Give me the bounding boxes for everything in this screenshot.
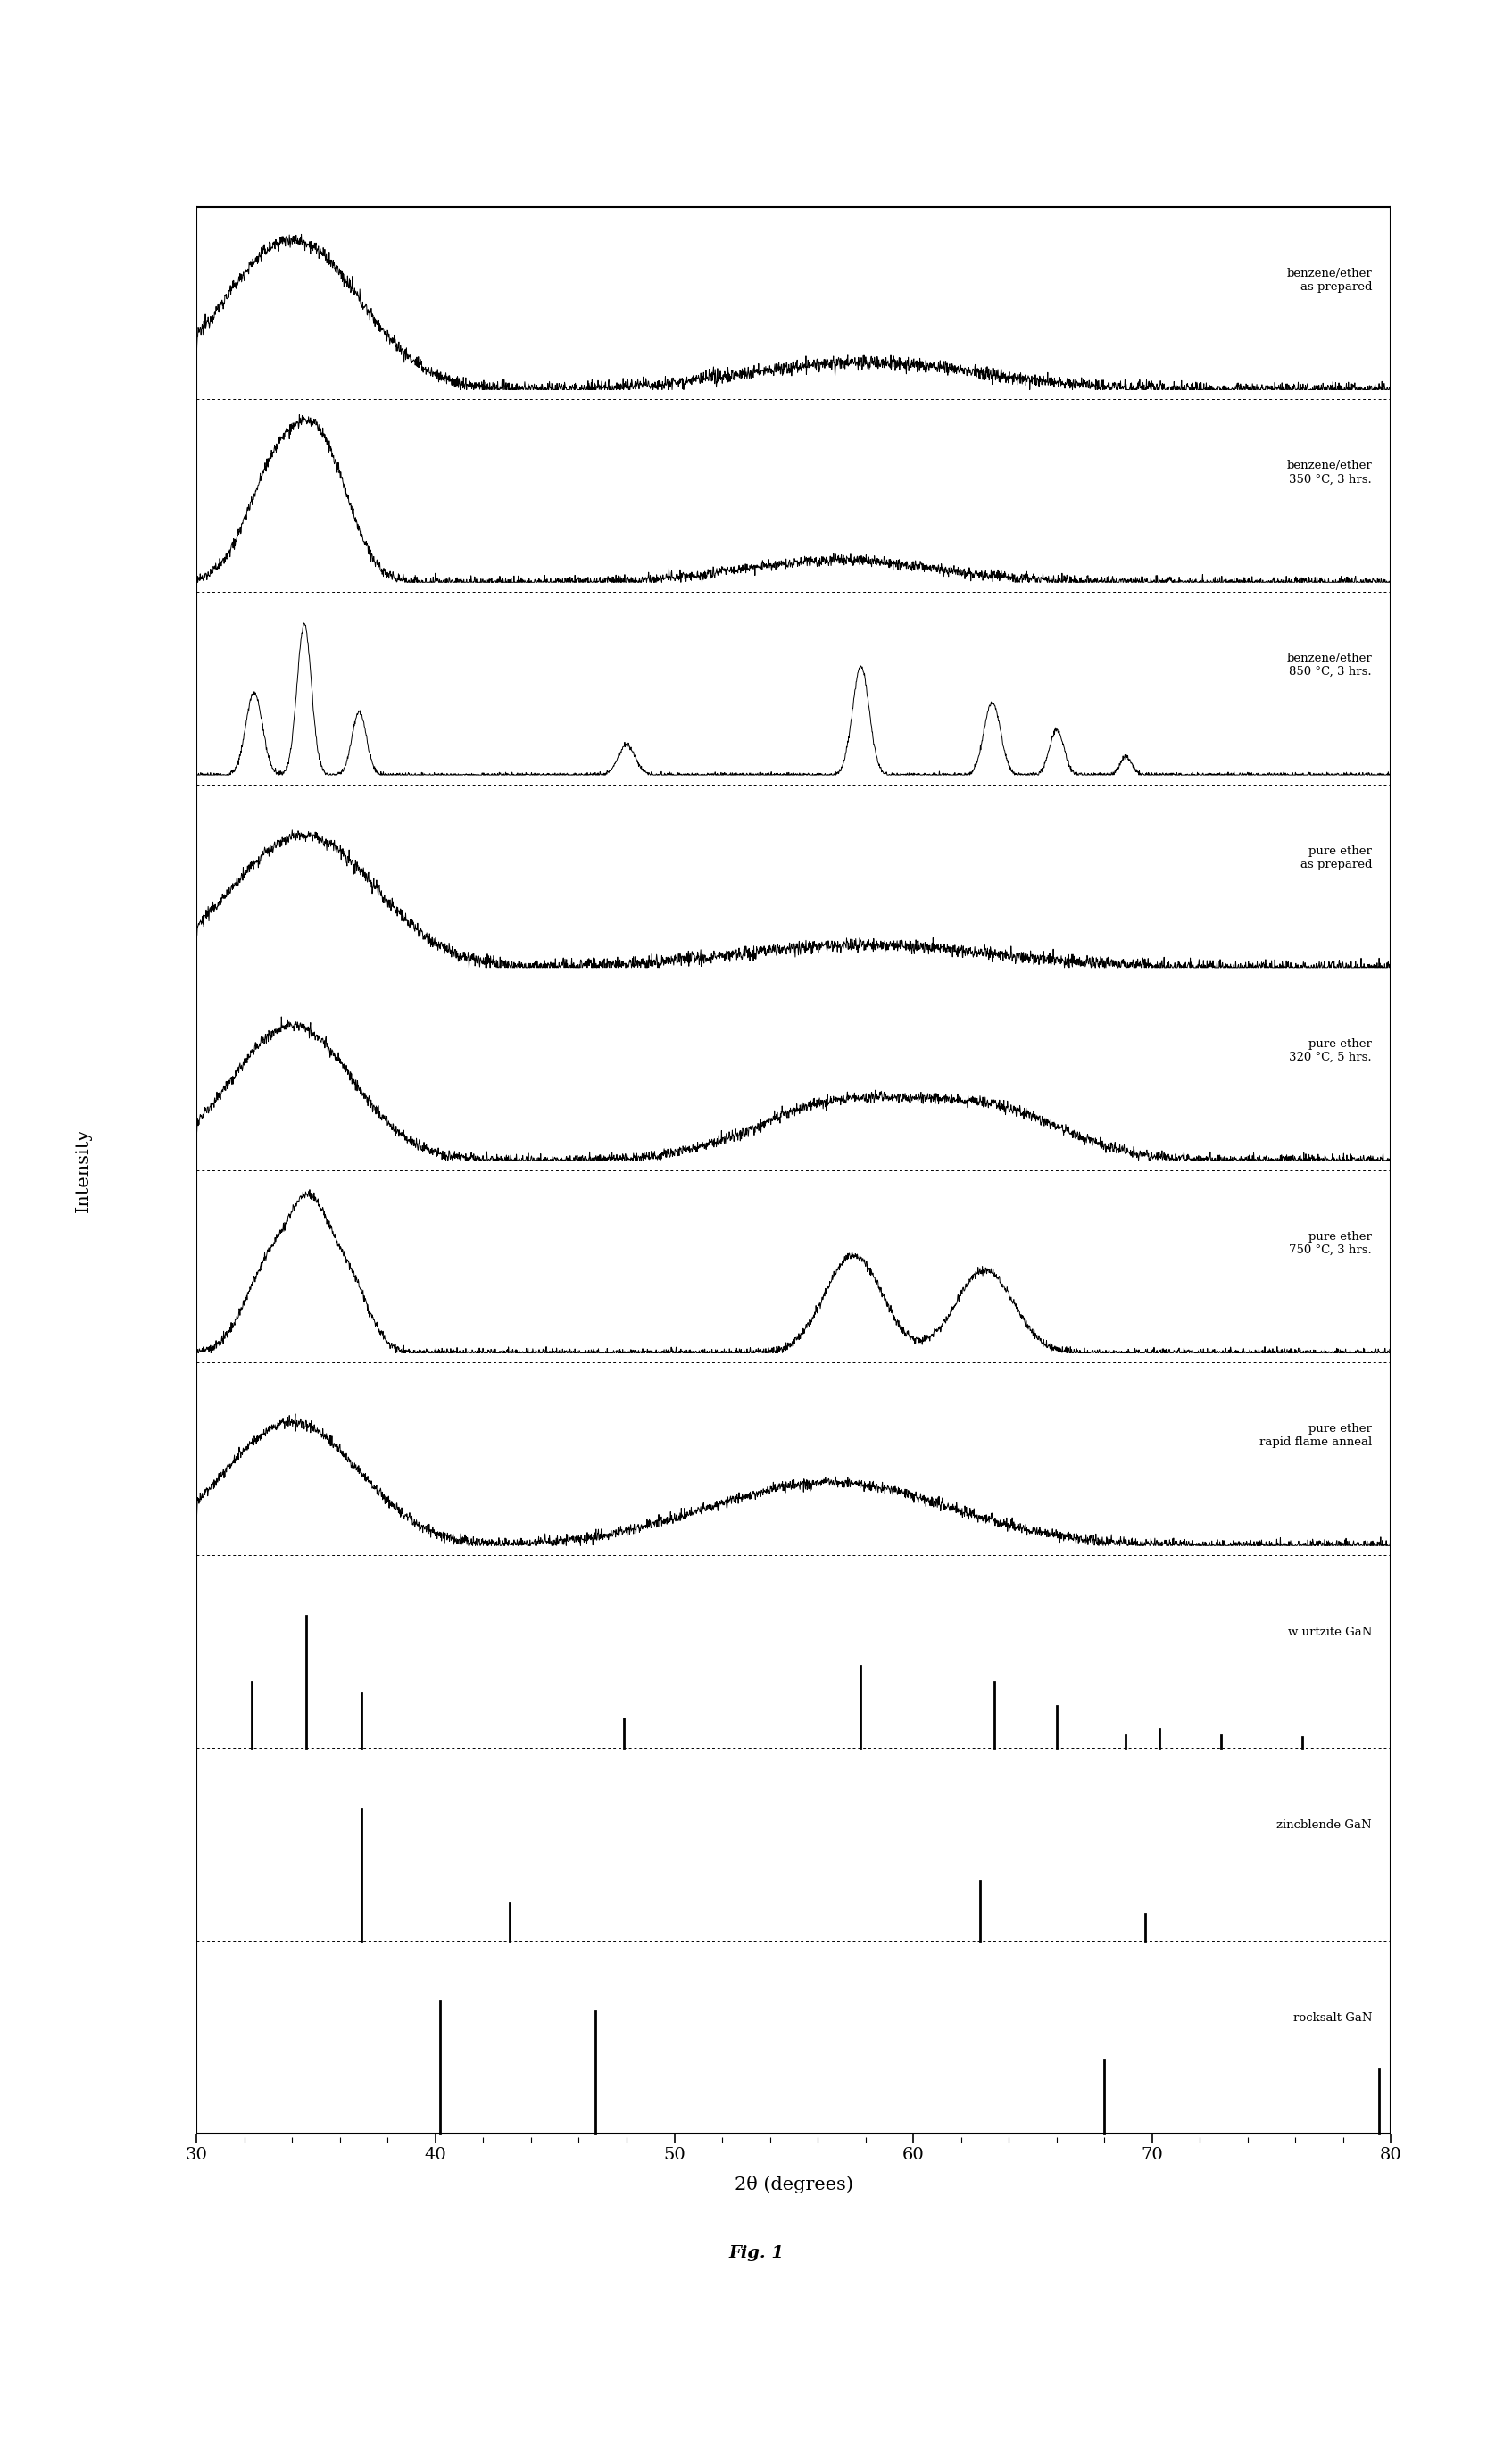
Text: benzene/ether
350 °C, 3 hrs.: benzene/ether 350 °C, 3 hrs. [1287, 461, 1371, 485]
Text: pure ether
as prepared: pure ether as prepared [1300, 845, 1371, 869]
Text: benzene/ether
850 °C, 3 hrs.: benzene/ether 850 °C, 3 hrs. [1287, 653, 1371, 677]
Text: Fig. 1: Fig. 1 [729, 2246, 783, 2261]
Text: pure ether
320 °C, 5 hrs.: pure ether 320 °C, 5 hrs. [1290, 1037, 1371, 1064]
Text: rocksalt GaN: rocksalt GaN [1293, 2012, 1371, 2025]
Text: benzene/ether
as prepared: benzene/ether as prepared [1287, 268, 1371, 293]
X-axis label: 2θ (degrees): 2θ (degrees) [735, 2175, 853, 2195]
Text: w urtzite GaN: w urtzite GaN [1288, 1626, 1371, 1638]
Text: zincblende GaN: zincblende GaN [1276, 1820, 1371, 1830]
Text: pure ether
750 °C, 3 hrs.: pure ether 750 °C, 3 hrs. [1290, 1232, 1371, 1256]
Text: Intensity: Intensity [74, 1128, 92, 1212]
Text: pure ether
rapid flame anneal: pure ether rapid flame anneal [1259, 1424, 1371, 1448]
